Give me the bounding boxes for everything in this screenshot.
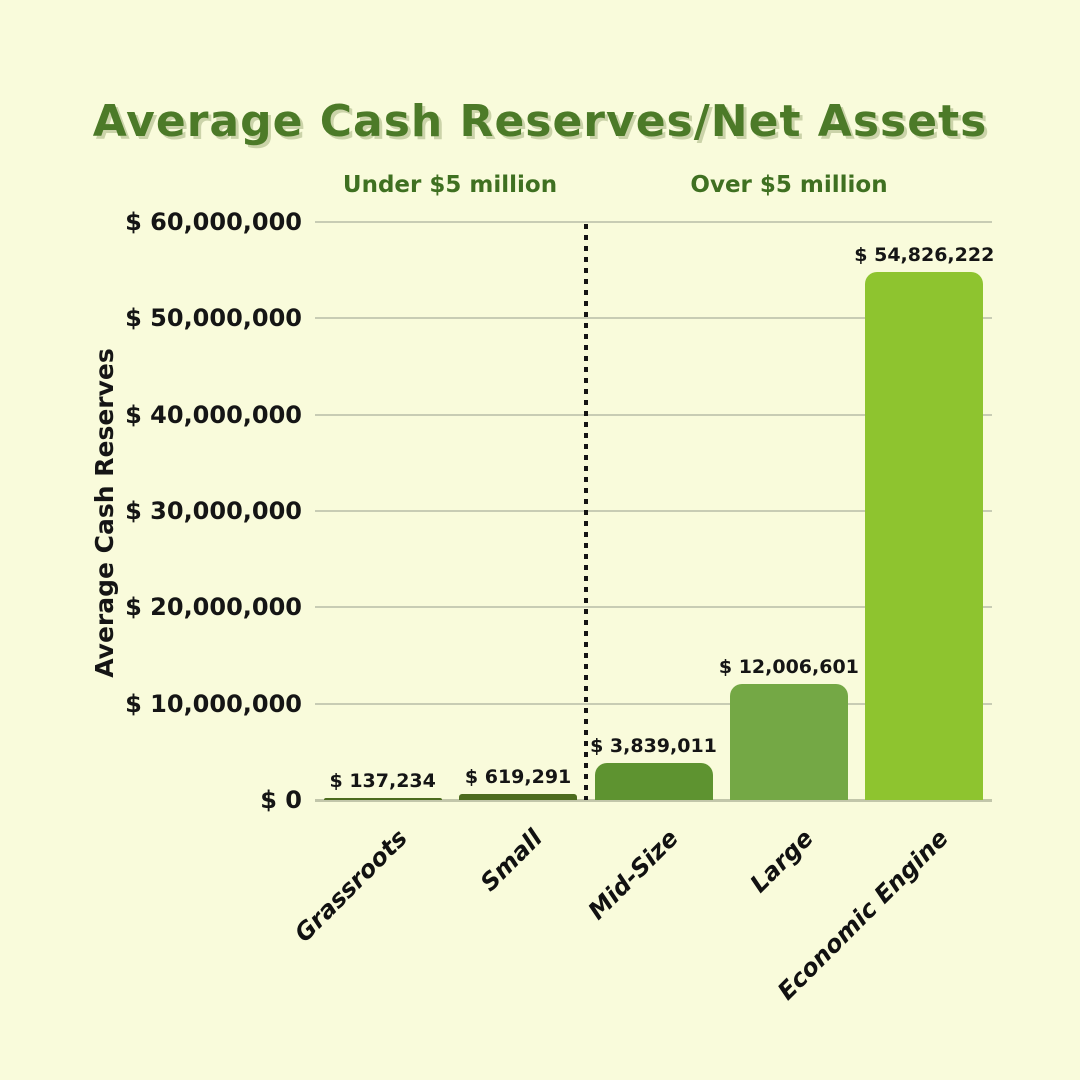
bar-value-label-grassroots: $ 137,234 bbox=[329, 770, 436, 792]
gridline-0 bbox=[315, 799, 992, 802]
bar-value-label-economic-engine: $ 54,826,222 bbox=[854, 243, 995, 266]
y-tick-label-60000000: $ 60,000,000 bbox=[125, 208, 302, 236]
y-tick-label-0: $ 0 bbox=[260, 786, 302, 814]
group-label-over-5-million: Over $5 million bbox=[690, 172, 888, 198]
gridline-40000000 bbox=[315, 413, 992, 416]
bar-large bbox=[729, 684, 848, 800]
gridline-50000000 bbox=[315, 317, 992, 320]
bar-value-label-large: $ 12,006,601 bbox=[718, 656, 859, 679]
bar-mid-size bbox=[594, 763, 713, 800]
y-tick-label-30000000: $ 30,000,000 bbox=[125, 497, 302, 525]
y-tick-label-50000000: $ 50,000,000 bbox=[125, 304, 302, 333]
group-divider-dotted-line bbox=[583, 224, 588, 800]
chart-title: Average Cash Reserves/Net Assets bbox=[92, 96, 988, 147]
y-tick-label-10000000: $ 10,000,000 bbox=[125, 689, 302, 718]
gridline-20000000 bbox=[315, 606, 992, 609]
bar-small bbox=[459, 794, 578, 800]
gridline-60000000 bbox=[315, 221, 992, 223]
gridline-10000000 bbox=[315, 702, 992, 705]
bar-value-label-small: $ 619,291 bbox=[464, 766, 572, 789]
bar-grassroots bbox=[323, 798, 442, 800]
bar-value-label-mid-size: $ 3,839,011 bbox=[590, 735, 717, 758]
y-tick-label-40000000: $ 40,000,000 bbox=[125, 400, 302, 429]
bar-economic-engine bbox=[865, 271, 984, 800]
gridline-30000000 bbox=[315, 510, 992, 512]
group-label-under-5-million: Under $5 million bbox=[342, 172, 558, 198]
y-tick-label-20000000: $ 20,000,000 bbox=[125, 593, 302, 622]
